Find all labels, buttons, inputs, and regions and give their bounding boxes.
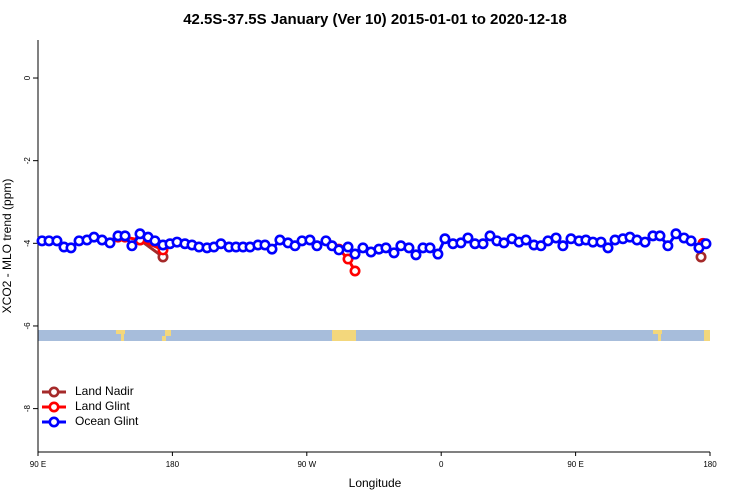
point bbox=[342, 253, 354, 265]
point bbox=[535, 240, 547, 252]
point bbox=[126, 240, 138, 252]
point bbox=[65, 242, 77, 254]
x-tick-label: 90 E bbox=[30, 460, 46, 469]
legend-marker bbox=[48, 401, 60, 413]
point bbox=[700, 238, 712, 250]
point bbox=[654, 230, 666, 242]
y-axis-label: XCO2 - MLO trend (ppm) bbox=[0, 179, 14, 314]
x-tick-label: 0 bbox=[439, 460, 444, 469]
x-axis-label: Longitude bbox=[349, 476, 402, 490]
point bbox=[388, 247, 400, 259]
point bbox=[557, 240, 569, 252]
point bbox=[602, 242, 614, 254]
point bbox=[311, 240, 323, 252]
x-tick-label: 90 W bbox=[297, 460, 316, 469]
point bbox=[595, 236, 607, 248]
point bbox=[266, 243, 278, 255]
point bbox=[424, 242, 436, 254]
point bbox=[289, 240, 301, 252]
point bbox=[342, 241, 354, 253]
point bbox=[484, 230, 496, 242]
chart-title: 42.5S-37.5S January (Ver 10) 2015-01-01 … bbox=[183, 11, 567, 28]
legend-marker bbox=[48, 386, 60, 398]
point bbox=[550, 232, 562, 244]
point bbox=[662, 240, 674, 252]
point bbox=[432, 248, 444, 260]
legend-label: Ocean Glint bbox=[75, 414, 139, 428]
point bbox=[104, 237, 116, 249]
point bbox=[349, 248, 361, 260]
point bbox=[149, 235, 161, 247]
x-tick-label: 180 bbox=[166, 460, 180, 469]
point bbox=[455, 237, 467, 249]
point bbox=[410, 249, 422, 261]
point bbox=[695, 251, 707, 263]
point bbox=[477, 238, 489, 250]
land-patches bbox=[116, 330, 710, 341]
y-tick-label: 0 bbox=[23, 75, 32, 80]
point bbox=[51, 235, 63, 247]
point bbox=[639, 236, 651, 248]
point bbox=[333, 244, 345, 256]
point bbox=[520, 234, 532, 246]
legend-marker bbox=[48, 416, 60, 428]
surface-band bbox=[38, 330, 710, 341]
y-tick-label: -6 bbox=[23, 322, 32, 330]
point bbox=[462, 232, 474, 244]
y-tick-label: -2 bbox=[23, 157, 32, 165]
y-tick-label: -8 bbox=[23, 405, 32, 413]
point bbox=[685, 235, 697, 247]
x-tick-label: 90 E bbox=[567, 460, 583, 469]
point bbox=[670, 228, 682, 240]
point bbox=[498, 237, 510, 249]
point bbox=[119, 230, 131, 242]
point bbox=[403, 242, 415, 254]
point bbox=[439, 233, 451, 245]
x-tick-label: 180 bbox=[703, 460, 717, 469]
point bbox=[380, 242, 392, 254]
point bbox=[349, 265, 361, 277]
legend-label: Land Nadir bbox=[75, 384, 134, 398]
point bbox=[357, 242, 369, 254]
legend-label: Land Glint bbox=[75, 399, 130, 413]
y-tick-label: -4 bbox=[23, 239, 32, 247]
point bbox=[304, 234, 316, 246]
